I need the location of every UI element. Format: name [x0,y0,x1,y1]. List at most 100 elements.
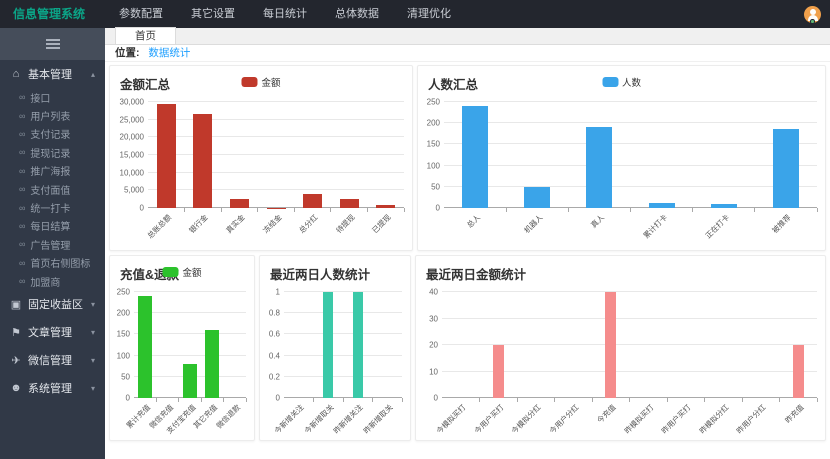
top-menu-item-2[interactable]: 每日统计 [263,8,307,20]
online-status-dot [810,19,815,24]
link-icon: ∞ [19,165,26,176]
y-tick-label: 0.8 [268,308,280,318]
gridline [284,375,402,377]
link-icon: ∞ [19,257,26,268]
gridline [444,185,817,187]
sidebar-group-4[interactable]: ☻ 系统管理 ▾ [10,382,95,396]
y-tick-label: 40 [429,287,438,297]
bar-2 [229,198,249,208]
y-tick-label: 0.4 [268,351,280,361]
sidebar: ⌂ 基本管理 ▴ ∞ 接口 ∞ 用户列表 ∞ 支付记录 ∞ 提现记录 ∞ 推广海报 ∞ 支付面值 ∞ 统一打卡 ∞… [0,28,105,459]
chart-legend: 金额 [241,75,281,89]
bar-6 [376,205,396,208]
bar-5 [772,129,799,208]
bar-1 [323,292,334,398]
user-menu[interactable] [804,0,830,28]
link-icon: ∞ [19,202,26,213]
x-axis-line [442,397,817,398]
sidebar-nav: ⌂ 基本管理 ▴ ∞ 接口 ∞ 用户列表 ∞ 支付记录 ∞ 提现记录 ∞ 推广海报 ∞ 支付面值 ∞ 统一打卡 ∞… [0,60,105,402]
user-icon: ☻ [10,382,22,395]
x-axis-labels: 总人 机器人 真人 累计打卡 正在打卡 被推荐 [444,208,817,250]
chart-two-day-amount: 最近两日金额统计 0 10 20 30 40 今模拟买打 今用户买打 今模拟分红 今用户分红今… [415,255,826,441]
bar-0 [462,106,489,208]
chart-title: 最近两日人数统计 [270,268,371,282]
tab-home[interactable]: 首页 [115,27,176,44]
y-tick-label: 1 [275,287,280,297]
chart-two-day-people: 最近两日人数统计 0 0.2 0.4 0.6 0.8 1 今新增关注 今新增取关 昨新增关注昨… [259,255,411,441]
link-icon: ∞ [19,220,26,231]
legend-label: 金额 [182,268,202,279]
sidebar-item[interactable]: ∞ 提现记录 [19,147,71,160]
home-icon: ⌂ [12,68,20,80]
top-menu-item-4[interactable]: 清理优化 [407,8,451,20]
main-area: 首页 位置: 数据统计 金额汇总 金额 0 5,000 10,000 15,000 20… [105,27,830,459]
bar-4 [605,292,617,398]
x-tick-label: 真人 [589,212,607,230]
sidebar-item[interactable]: ∞ 广告管理 [19,239,71,252]
sidebar-item[interactable]: ∞ 推广海报 [19,165,71,179]
chart-legend: 金额 [162,265,202,279]
caret-down-icon: ▾ [90,299,95,309]
y-tick-label: 250 [116,287,130,297]
sidebar-item[interactable]: ∞ 接口 [19,92,51,105]
x-tick-label: 今充值 [595,402,618,425]
gridline [134,333,246,335]
caret-down-icon: ▾ [90,327,95,337]
gridline [284,291,402,292]
menu-toggle-icon [45,39,60,49]
y-tick-label: 30 [429,314,438,323]
legend-label: 金额 [261,78,281,89]
y-tick-label: 100 [426,161,440,171]
sidebar-toggle-button[interactable] [0,28,105,60]
sidebar-item[interactable]: ∞ 每日结算 [19,220,71,234]
sidebar-group-3[interactable]: ✈ 微信管理 ▾ [11,354,95,368]
gridline [148,101,404,102]
sidebar-item[interactable]: ∞ 支付面值 [19,184,71,197]
sidebar-group-1[interactable]: ▣ 固定收益区 ▾ [10,298,95,312]
sidebar-item[interactable]: ∞ 加盟商 [19,276,61,289]
app-title[interactable]: 信息管理系统 [13,7,86,21]
y-tick-label: 200 [116,308,130,318]
x-tick-label: 真实金 [224,212,247,235]
gridline [134,354,246,356]
sidebar-item[interactable]: ∞ 统一打卡 [19,202,71,216]
gridline [444,164,817,166]
sidebar-group-0[interactable]: ⌂ 基本管理 ▴ [0,60,105,88]
y-tick-label: 50 [431,182,440,192]
gridline [442,344,817,345]
plot-area: 0 5,000 10,000 15,000 20,000 25,000 30,000 [120,98,405,213]
flag-icon: ⚑ [11,326,21,339]
sidebar-item[interactable]: ∞ 首页右侧图标 [19,257,91,271]
y-tick-label: 250 [426,97,440,107]
grid-icon: ▣ [10,298,22,311]
gridline [148,171,404,173]
top-menu-item-1[interactable]: 其它设置 [191,8,235,20]
top-menu-item-0[interactable]: 参数配置 [119,8,163,20]
x-tick-label: 今模拟买打 [434,402,468,436]
x-tick-label: 待提现 [333,212,357,235]
gridline [148,154,404,155]
sidebar-item[interactable]: ∞ 用户列表 [19,110,71,124]
breadcrumb-label: 位置: [115,47,140,59]
bar-3 [648,203,675,208]
user-avatar-icon[interactable] [804,5,821,24]
sidebar-group-2[interactable]: ⚑ 文章管理 ▾ [11,326,95,340]
link-icon: ∞ [19,128,26,139]
chart-recharge-refund: 充值&退款 金额 0 50 100 150 200 250 累计充值 微信充值 支付宝充值 其它… [109,255,255,441]
top-menu-item-3[interactable]: 总体数据 [335,8,379,20]
bar-1 [524,186,551,208]
bar-4 [303,193,323,208]
bar-series [444,102,818,212]
breadcrumb-current-link[interactable]: 数据统计 [148,47,191,59]
y-tick-label: 200 [426,118,440,128]
bar-series [134,292,247,402]
bar-2 [352,292,363,398]
chart-amount-summary: 金额汇总 金额 0 5,000 10,000 15,000 20,000 25,000 30… [109,65,413,251]
y-tick-label: 30,000 [119,97,144,107]
y-tick-label: 100 [116,351,130,361]
chart-legend: 人数 [601,75,641,89]
legend-swatch [241,77,258,87]
y-tick-label: 20 [429,340,438,350]
sidebar-item[interactable]: ∞ 支付记录 [19,128,71,142]
y-tick-label: 150 [426,139,440,149]
